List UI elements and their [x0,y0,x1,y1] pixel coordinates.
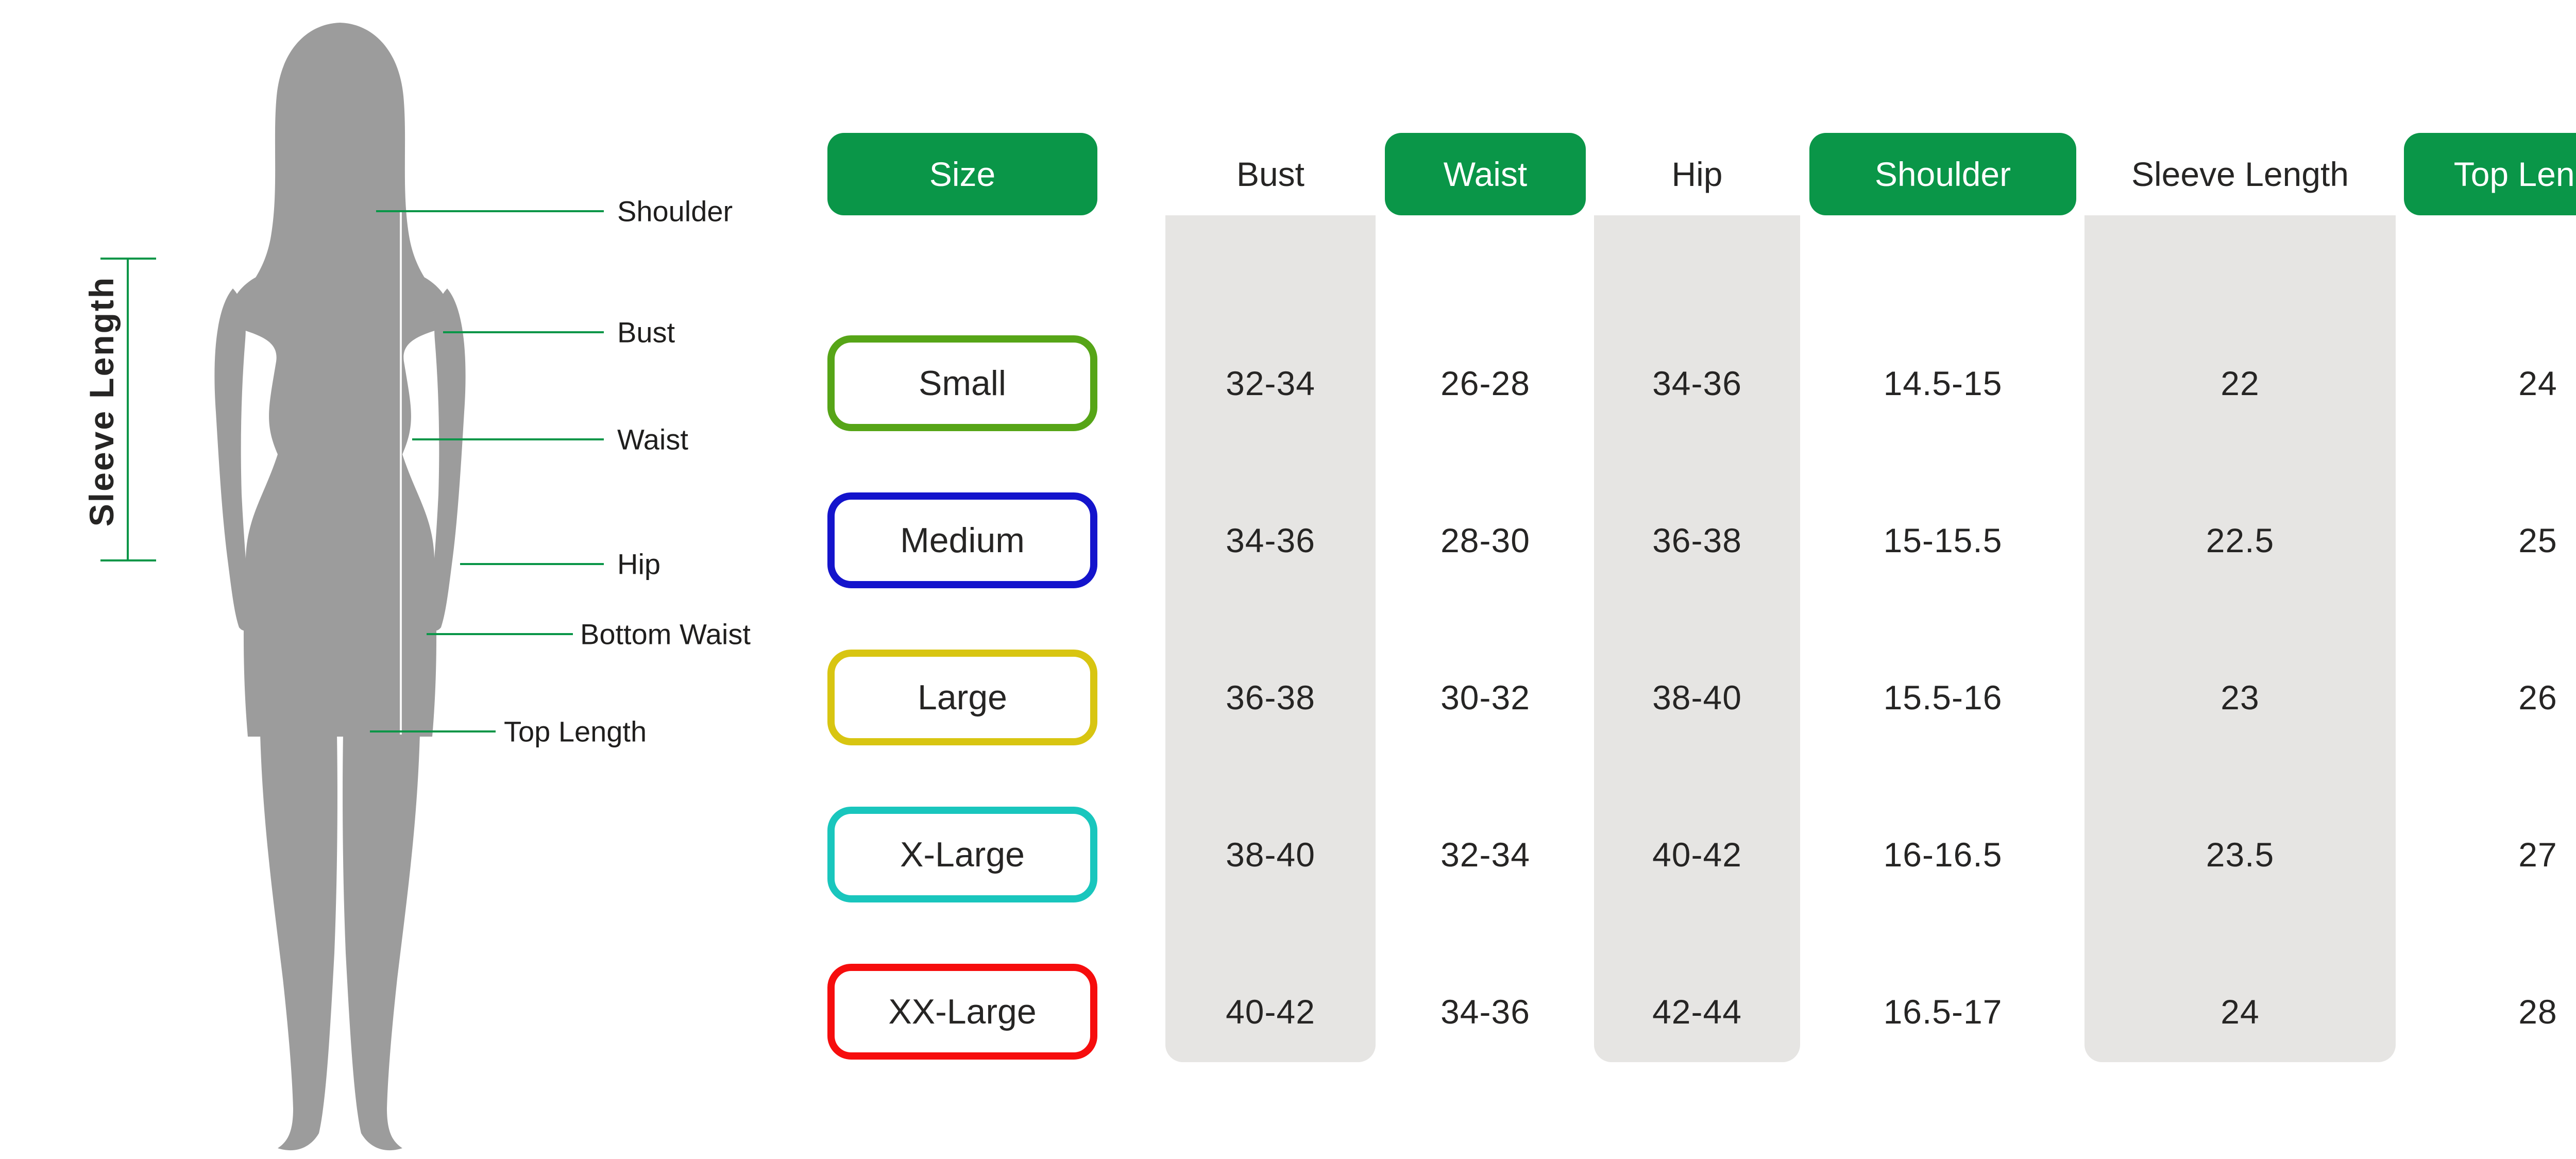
figure-label-shoulder: Shoulder [617,195,733,228]
cell-waist-large: 30-32 [1440,678,1530,717]
column-header-waist: Waist [1385,133,1586,215]
cell-bust-xx-large: 40-42 [1226,993,1315,1031]
cell-top-length-small: 24 [2518,364,2557,402]
sleeve-length-top-tick [100,258,156,260]
cell-shoulder-medium: 15-15.5 [1883,521,2003,559]
column-top-length-background [2404,215,2576,1062]
cell-hip-medium: 36-38 [1652,521,1742,559]
cell-bust-large: 36-38 [1226,678,1315,717]
column-bust-background [1165,215,1376,1062]
figure-label-top-length: Top Length [504,715,647,748]
size-button-medium[interactable]: Medium [827,492,1097,588]
cell-sleeve-length-x-large: 23.5 [2206,836,2275,874]
cell-waist-small: 26-28 [1440,364,1530,402]
cell-shoulder-small: 14.5-15 [1883,364,2003,402]
top-length-line [370,730,496,732]
cell-bust-medium: 34-36 [1226,521,1315,559]
cell-sleeve-length-large: 23 [2221,678,2260,717]
column-top-length: Top Length 24 25 26 27 28 [2404,133,2576,1062]
cell-hip-xx-large: 42-44 [1652,993,1742,1031]
column-shoulder: Shoulder 14.5-15 15-15.5 15.5-16 16-16.5… [1809,133,2076,1062]
waist-line [412,438,604,440]
shoulder-line [376,210,604,212]
column-header-hip: Hip [1594,133,1800,215]
column-header-size: Size [827,133,1097,215]
figure-label-bottom-waist: Bottom Waist [580,618,751,651]
column-header-bust: Bust [1165,133,1376,215]
column-header-shoulder: Shoulder [1809,133,2076,215]
cell-top-length-x-large: 27 [2518,836,2557,874]
size-button-large[interactable]: Large [827,650,1097,745]
figure-label-hip: Hip [617,548,661,581]
cell-shoulder-large: 15.5-16 [1883,678,2003,717]
column-sleeve-length-background [2084,215,2396,1062]
figure-label-waist: Waist [617,423,688,456]
size-button-x-large[interactable]: X-Large [827,807,1097,902]
cell-hip-small: 34-36 [1652,364,1742,402]
cell-shoulder-x-large: 16-16.5 [1883,836,2003,874]
column-sleeve-length: Sleeve Length 22 22.5 23 23.5 24 [2084,133,2396,1062]
cell-waist-medium: 28-30 [1440,521,1530,559]
column-header-top-length: Top Length [2404,133,2576,215]
bottom-waist-line [427,633,573,635]
cell-hip-large: 38-40 [1652,678,1742,717]
size-button-small[interactable]: Small [827,335,1097,431]
sleeve-length-bottom-tick [100,559,156,561]
cell-top-length-large: 26 [2518,678,2557,717]
cell-waist-x-large: 32-34 [1440,836,1530,874]
cell-top-length-medium: 25 [2518,521,2557,559]
cell-top-length-xx-large: 28 [2518,993,2557,1031]
column-shoulder-background [1809,215,2076,1062]
column-waist-background [1385,215,1586,1062]
column-waist: Waist 26-28 28-30 30-32 32-34 34-36 [1385,133,1586,1062]
cell-sleeve-length-medium: 22.5 [2206,521,2275,559]
sleeve-length-line [127,259,129,561]
cell-waist-xx-large: 34-36 [1440,993,1530,1031]
cell-sleeve-length-xx-large: 24 [2221,993,2260,1031]
size-button-xx-large[interactable]: XX-Large [827,964,1097,1060]
sleeve-length-label: Sleeve Length [82,276,121,527]
column-hip-background [1594,215,1800,1062]
column-header-sleeve-length: Sleeve Length [2084,133,2396,215]
cell-hip-x-large: 40-42 [1652,836,1742,874]
hip-line [460,563,604,565]
figure-label-bust: Bust [617,316,675,349]
cell-sleeve-length-small: 22 [2221,364,2260,402]
bust-line [443,331,604,333]
column-size: Size Small Medium Large X-Large XX-Large [827,133,1097,1062]
female-body-silhouette [214,23,466,1151]
column-bust: Bust 32-34 34-36 36-38 38-40 40-42 [1165,133,1376,1062]
cell-shoulder-xx-large: 16.5-17 [1883,993,2003,1031]
cell-bust-x-large: 38-40 [1226,836,1315,874]
column-hip: Hip 34-36 36-38 38-40 40-42 42-44 [1594,133,1800,1062]
cell-bust-small: 32-34 [1226,364,1315,402]
